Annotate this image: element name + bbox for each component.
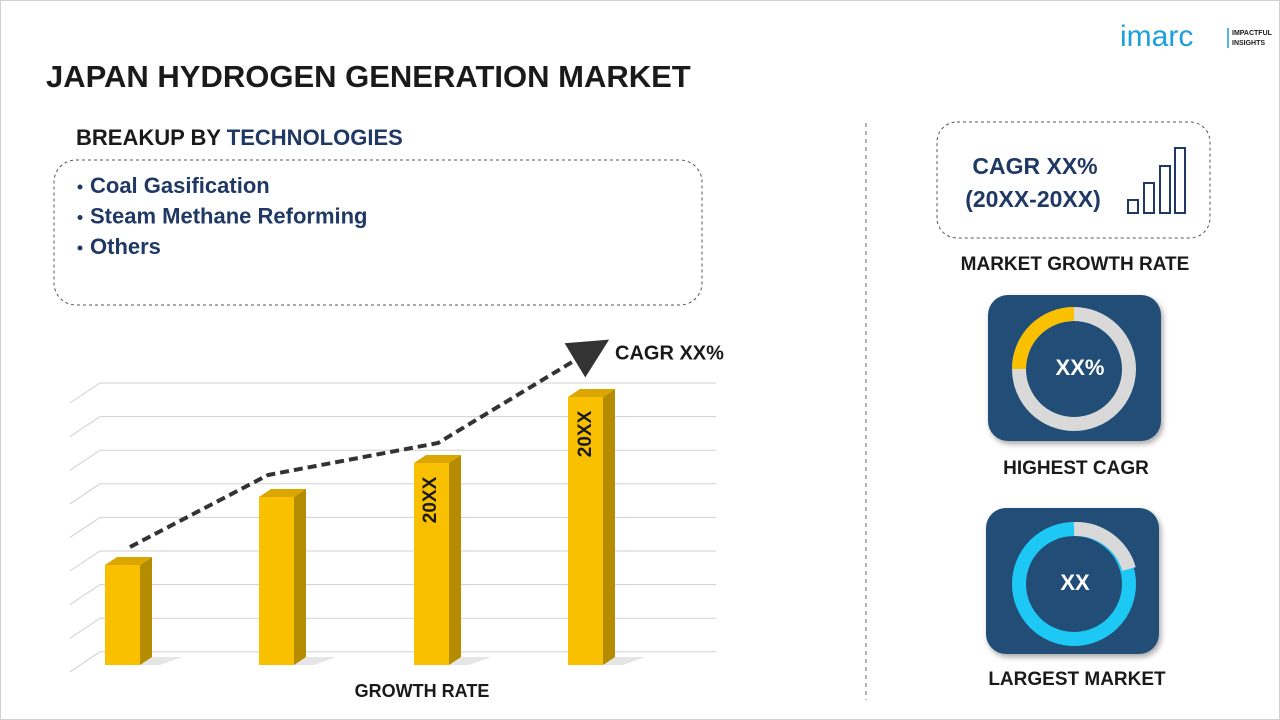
breakup-label: BREAKUP BY xyxy=(76,125,221,150)
trend-arrow xyxy=(129,339,610,549)
bar-side xyxy=(140,557,152,665)
title: JAPAN HYDROGEN GENERATION MARKET xyxy=(46,59,691,94)
bullet xyxy=(77,184,83,190)
bar-top xyxy=(414,455,461,463)
bullet xyxy=(77,215,83,220)
bar-label: 20XX xyxy=(420,476,441,523)
grid-line xyxy=(69,651,716,673)
grid-line xyxy=(69,516,716,538)
bar-side xyxy=(294,489,306,665)
grid-line xyxy=(69,382,716,404)
grid-line xyxy=(69,416,716,438)
breakup-highlight: TECHNOLOGIES xyxy=(227,125,403,150)
cagr-period: (20XX-20XX) xyxy=(965,186,1101,212)
bar-side xyxy=(603,389,615,665)
grid-line xyxy=(69,449,716,471)
grid-line xyxy=(69,550,716,572)
bullet xyxy=(77,245,83,251)
bar xyxy=(105,565,140,665)
card-caption: HIGHEST CAGR xyxy=(1003,458,1149,479)
logo-tagline: IMPACTFUL xyxy=(1232,30,1273,37)
donut-segment xyxy=(1012,307,1075,370)
cagr-text: CAGR XX% xyxy=(972,153,1097,179)
bar-top xyxy=(568,389,615,397)
axis-label: GROWTH RATE xyxy=(355,681,490,701)
donut-value: XX% xyxy=(1056,355,1105,380)
grid-line xyxy=(69,483,716,505)
donut-segment xyxy=(1073,521,1136,572)
bar-side xyxy=(449,455,461,665)
breakup-heading: BREAKUP BY TECHNOLOGIES xyxy=(76,125,403,150)
logo: imarc IMPACTFUL INSIGHTS xyxy=(1120,20,1273,53)
cagr-caption: MARKET GROWTH RATE xyxy=(961,254,1190,275)
bar-label: 20XX xyxy=(575,410,596,457)
logo-tagline: INSIGHTS xyxy=(1232,40,1265,47)
grid-line xyxy=(69,584,716,606)
bars xyxy=(105,389,645,665)
growth-icon xyxy=(1127,147,1186,214)
bar xyxy=(568,397,603,665)
chart-cagr: CAGR XX% xyxy=(615,342,724,364)
cagr-box xyxy=(936,121,1211,239)
donut-value: XX xyxy=(1060,570,1090,595)
grid xyxy=(69,382,716,673)
breakup-item: Steam Methane Reforming xyxy=(90,203,368,228)
bar-top xyxy=(259,489,306,497)
bar-top xyxy=(105,557,152,565)
bar xyxy=(259,497,294,665)
card-caption: LARGEST MARKET xyxy=(988,669,1166,690)
bar xyxy=(414,463,449,665)
breakup-box xyxy=(53,159,703,306)
grid-line xyxy=(69,617,716,639)
logo-name: imarc xyxy=(1120,20,1193,53)
breakup-item: Others xyxy=(90,234,161,259)
breakup-item: Coal Gasification xyxy=(90,173,270,198)
